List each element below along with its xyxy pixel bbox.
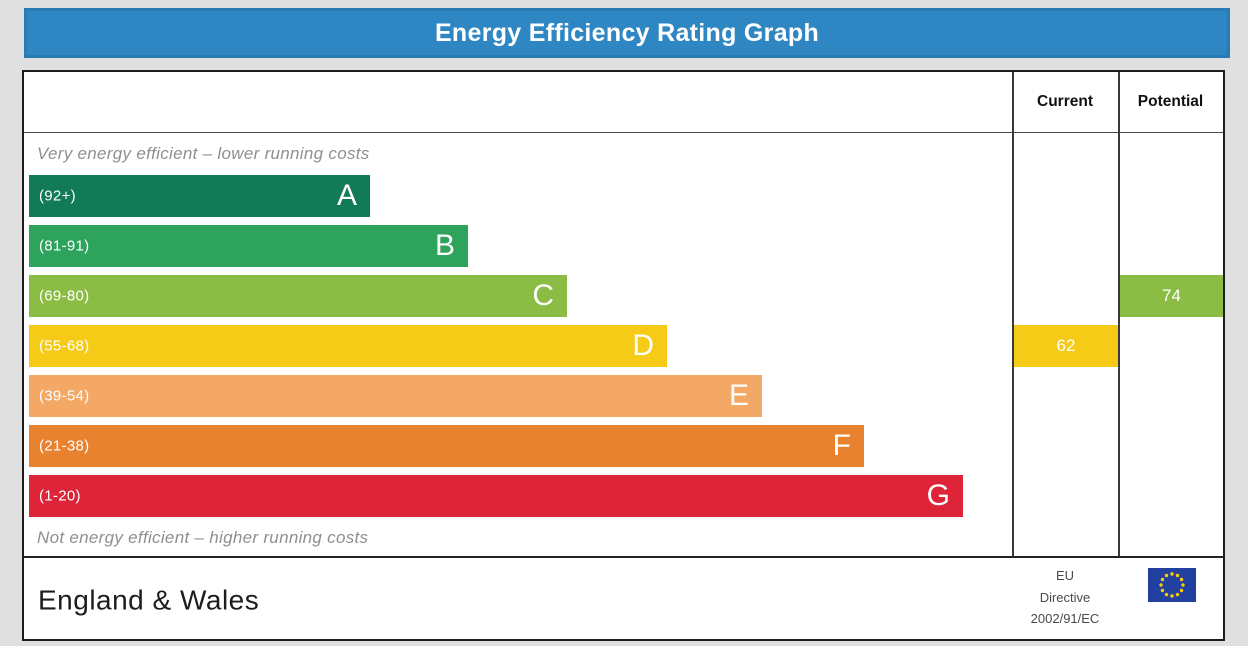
rating-band-a: (92+) A xyxy=(29,175,370,217)
potential-rating-value: 74 xyxy=(1162,286,1181,305)
potential-rating-badge: 74 xyxy=(1120,275,1223,317)
band-letter: G xyxy=(926,479,950,512)
band-range-label: (39-54) xyxy=(39,387,90,405)
eu-directive-line-1: EU xyxy=(1055,568,1075,583)
band-range-label: (55-68) xyxy=(39,337,90,355)
band-letter: E xyxy=(728,379,749,412)
band-letter: B xyxy=(434,229,455,262)
band-range-label: (81-91) xyxy=(39,237,90,255)
eu-directive-line-2: Directive xyxy=(1039,589,1091,605)
band-range-label: (21-38) xyxy=(39,437,90,455)
column-header-row: Current Potential xyxy=(24,72,1223,133)
current-rating-value: 62 xyxy=(1056,336,1076,355)
potential-column-header: Potential xyxy=(1137,93,1204,110)
band-letter: A xyxy=(336,179,357,212)
rating-band-d: (55-68) D xyxy=(29,325,667,367)
rating-band-e: (39-54) E xyxy=(29,375,762,417)
eu-directive-text: EU Directive 2002/91/EC xyxy=(1012,565,1118,630)
region-label: England & Wales xyxy=(38,583,260,615)
epc-chart-panel: Current Potential Very energy efficient … xyxy=(22,70,1225,641)
page-title: Energy Efficiency Rating Graph xyxy=(434,18,820,47)
eu-flag-icon xyxy=(1148,568,1196,602)
band-letter: D xyxy=(632,329,654,362)
rating-band-g: (1-20) G xyxy=(29,475,963,517)
band-range-label: (69-80) xyxy=(39,287,90,305)
band-range-label: (1-20) xyxy=(39,487,81,505)
current-column-header: Current xyxy=(1037,93,1093,110)
rating-band-c: (69-80) C xyxy=(29,275,567,317)
bottom-note: Not energy efficient – higher running co… xyxy=(37,528,369,547)
current-rating-badge: 62 xyxy=(1014,325,1118,367)
title-banner: Energy Efficiency Rating Graph xyxy=(24,8,1230,58)
top-note: Very energy efficient – lower running co… xyxy=(37,144,370,163)
band-letter: C xyxy=(532,279,554,312)
current-column-divider xyxy=(1012,72,1014,556)
rating-band-b: (81-91) B xyxy=(29,225,468,267)
potential-column-divider xyxy=(1118,72,1120,556)
band-range-label: (92+) xyxy=(39,187,76,205)
eu-directive-line-3: 2002/91/EC xyxy=(1030,611,1100,626)
band-letter: F xyxy=(832,429,851,462)
rating-band-f: (21-38) F xyxy=(29,425,864,467)
footer-row: England & Wales EU Directive 2002/91/EC xyxy=(24,556,1223,639)
